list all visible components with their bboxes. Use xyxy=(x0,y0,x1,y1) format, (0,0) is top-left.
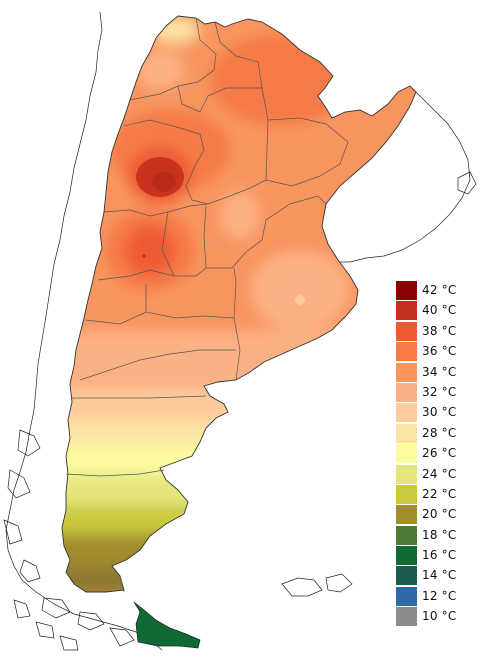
legend-swatch xyxy=(396,382,417,402)
marker-dot xyxy=(142,254,146,258)
legend-swatch xyxy=(396,464,417,484)
legend-swatch xyxy=(396,546,417,566)
legend-swatch xyxy=(396,403,417,423)
legend-label: 26 °C xyxy=(422,446,457,461)
legend-swatch xyxy=(396,301,417,321)
legend-swatch xyxy=(396,525,417,545)
legend-label: 24 °C xyxy=(422,466,457,481)
legend-swatch xyxy=(396,423,417,443)
legend-item: 22 °C xyxy=(396,484,476,505)
legend-swatch xyxy=(396,505,417,525)
legend-item: 42 °C xyxy=(396,281,476,301)
legend-label: 28 °C xyxy=(422,425,457,440)
legend-label: 38 °C xyxy=(422,323,457,338)
legend-item: 20 °C xyxy=(396,505,476,525)
legend-item: 34 °C xyxy=(396,362,476,383)
legend-label: 22 °C xyxy=(422,486,457,501)
legend-label: 16 °C xyxy=(422,548,457,563)
legend-item: 24 °C xyxy=(396,464,476,485)
legend-label: 36 °C xyxy=(422,344,457,359)
legend-label: 42 °C xyxy=(422,283,457,297)
legend-swatch xyxy=(396,362,417,382)
legend-label: 34 °C xyxy=(422,364,457,379)
legend-swatch xyxy=(396,586,417,606)
legend-item: 40 °C xyxy=(396,301,476,321)
legend-swatch xyxy=(396,321,417,341)
neighbour-coastlines xyxy=(3,11,477,651)
legend-swatch xyxy=(396,607,417,627)
legend-item: 10 °C xyxy=(396,607,476,627)
legend-swatch xyxy=(396,444,417,464)
province-boundaries xyxy=(65,17,349,593)
legend-item: 30 °C xyxy=(396,403,476,423)
legend-item: 28 °C xyxy=(396,423,476,444)
legend-label: 32 °C xyxy=(422,384,457,399)
legend-label: 30 °C xyxy=(422,405,457,420)
legend-item: 36 °C xyxy=(396,342,476,362)
legend-item: 32 °C xyxy=(396,382,476,403)
legend-label: 40 °C xyxy=(422,303,457,318)
legend-item: 16 °C xyxy=(396,546,476,566)
legend-swatch xyxy=(396,566,417,586)
legend-swatch xyxy=(396,342,417,362)
legend-label: 20 °C xyxy=(422,507,457,522)
legend-label: 10 °C xyxy=(422,609,457,624)
legend-item: 12 °C xyxy=(396,586,476,607)
legend-item: 18 °C xyxy=(396,525,476,546)
legend-swatch xyxy=(396,281,417,300)
legend-item: 14 °C xyxy=(396,566,476,586)
legend-label: 12 °C xyxy=(422,588,457,603)
legend-swatch xyxy=(396,484,417,504)
legend-label: 14 °C xyxy=(422,568,457,583)
legend-label: 18 °C xyxy=(422,527,457,542)
legend-item: 38 °C xyxy=(396,321,476,342)
cool-spot xyxy=(295,295,305,305)
legend-item: 26 °C xyxy=(396,444,476,464)
tierra-del-fuego xyxy=(133,601,201,649)
temperature-legend: 42 °C 40 °C 38 °C 36 °C 34 °C 32 °C 30 °C 28 °C… xyxy=(396,281,476,628)
